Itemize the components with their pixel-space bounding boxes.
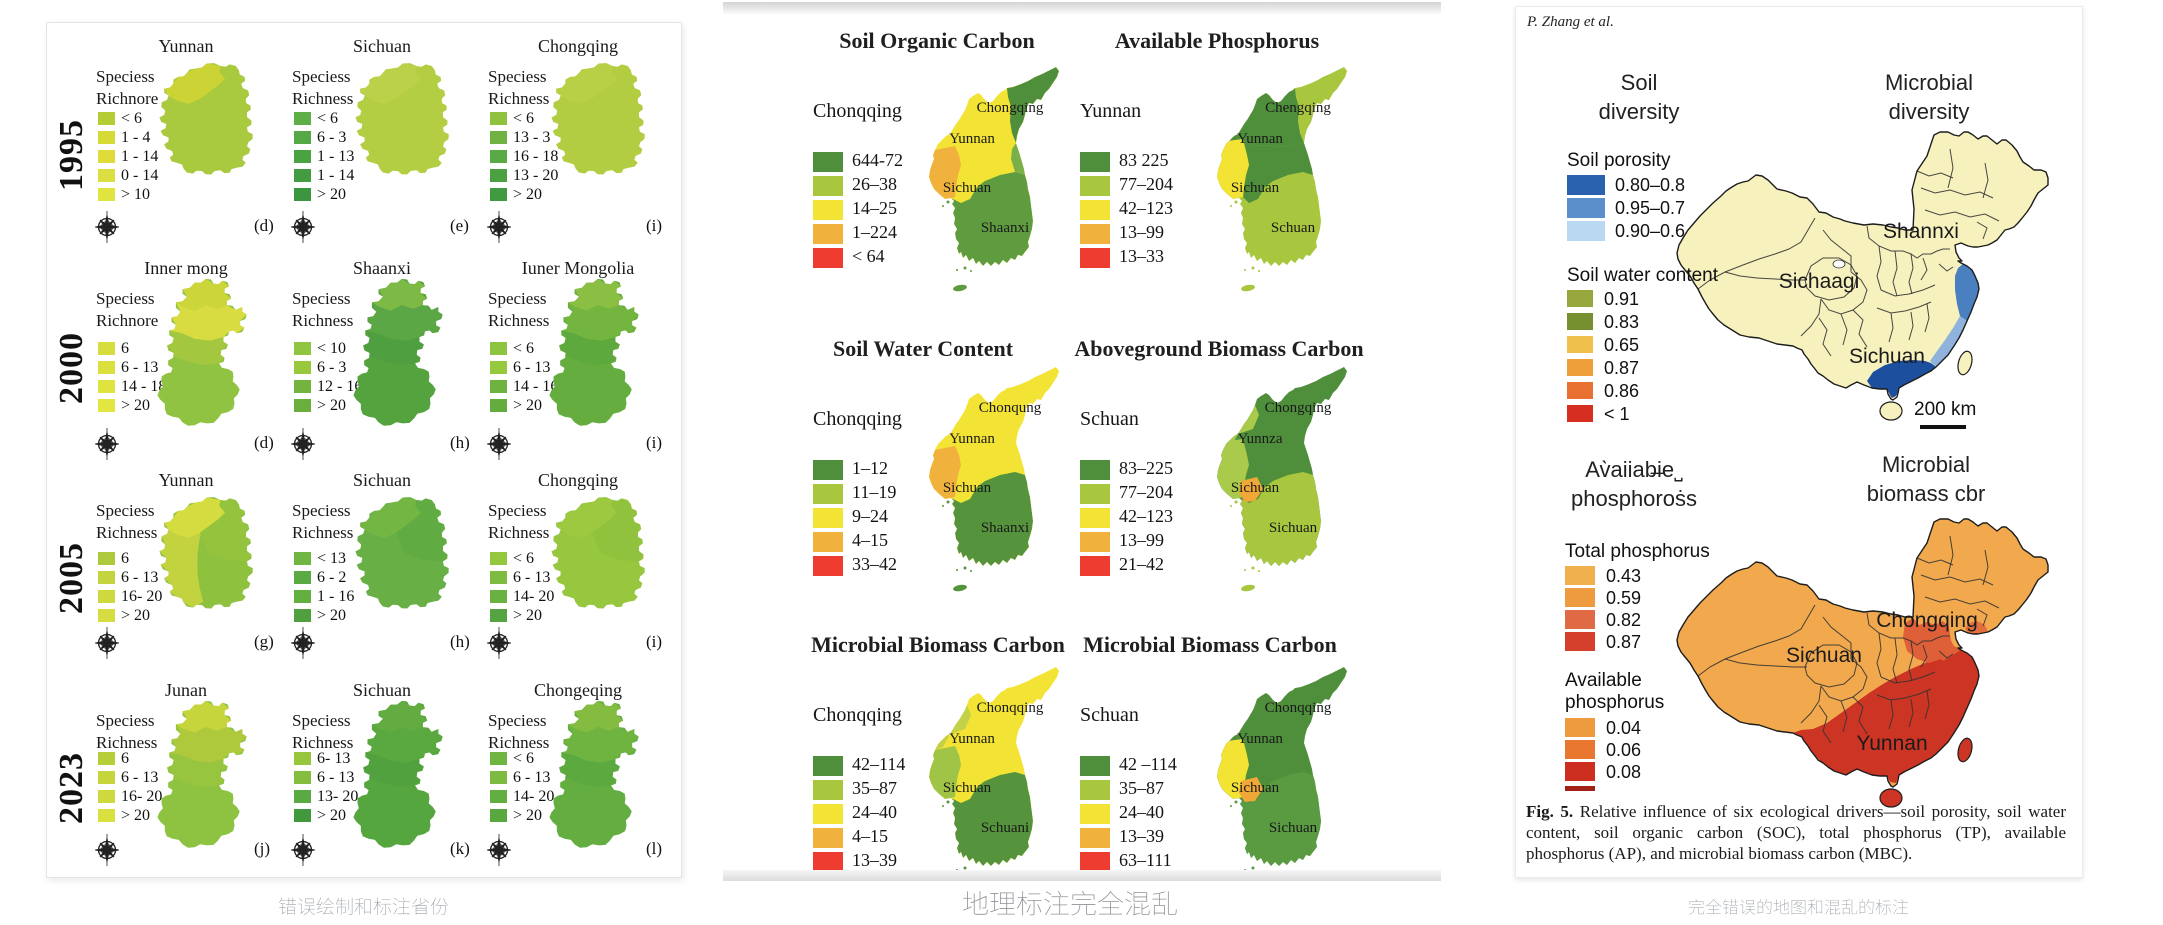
svg-text:Chonqqing: Chonqqing <box>977 700 1044 716</box>
svg-text:Yunnza: Yunnza <box>1238 431 1283 447</box>
svg-text:Sichuan: Sichuan <box>1849 345 1925 368</box>
svg-text:Sichuan: Sichuan <box>1269 820 1318 836</box>
svg-text:Sichuan: Sichuan <box>943 180 992 196</box>
svg-text:Sichaagi: Sichaagi <box>1779 270 1860 293</box>
svg-text:Sichuan: Sichuan <box>1231 180 1280 196</box>
svg-text:Sichuan: Sichuan <box>943 780 992 796</box>
svg-text:Sichuan: Sichuan <box>1786 644 1862 667</box>
svg-text:Shaanxi: Shaanxi <box>981 220 1029 236</box>
svg-text:Yunnan: Yunnan <box>949 431 995 447</box>
svg-text:Yunnan: Yunnan <box>949 131 995 147</box>
svg-text:Schuani: Schuani <box>981 820 1029 836</box>
svg-text:Sichuan: Sichuan <box>943 480 992 496</box>
svg-text:Sichuan: Sichuan <box>1269 520 1318 536</box>
svg-text:Shannxi: Shannxi <box>1883 220 1959 243</box>
svg-text:Chongqing: Chongqing <box>1876 609 1978 632</box>
svg-text:Yunnan: Yunnan <box>1856 732 1927 755</box>
svg-text:Chengqing: Chengqing <box>1265 100 1331 116</box>
svg-text:Chongqing: Chongqing <box>977 100 1044 116</box>
svg-text:Chongqing: Chongqing <box>1265 400 1332 416</box>
svg-text:Sichuan: Sichuan <box>1231 480 1280 496</box>
svg-text:Yunnan: Yunnan <box>949 731 995 747</box>
svg-text:Yunnan: Yunnan <box>1237 731 1283 747</box>
svg-text:Yunnan: Yunnan <box>1237 131 1283 147</box>
svg-text:Chonqung: Chonqung <box>979 400 1042 416</box>
svg-text:Shaanxi: Shaanxi <box>981 520 1029 536</box>
svg-text:Sichuan: Sichuan <box>1231 780 1280 796</box>
svg-text:Schuan: Schuan <box>1271 220 1316 236</box>
svg-text:Chonqqing: Chonqqing <box>1265 700 1332 716</box>
